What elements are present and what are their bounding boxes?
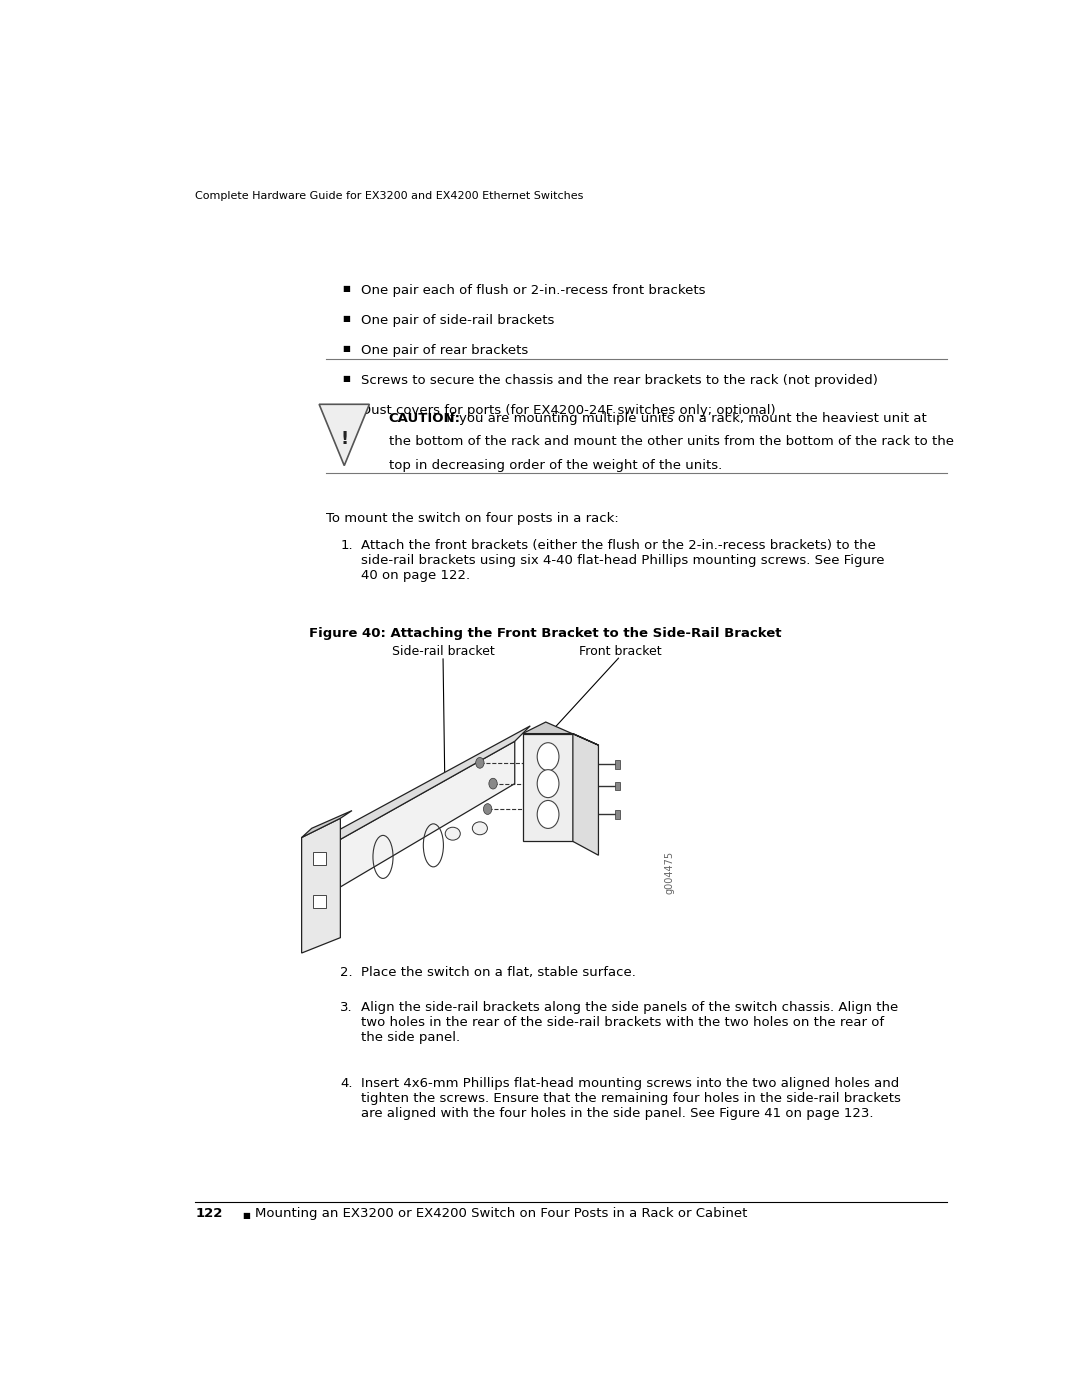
Text: ■: ■ <box>342 344 350 353</box>
FancyArrowPatch shape <box>443 659 447 791</box>
Text: CAUTION:: CAUTION: <box>389 412 460 425</box>
Circle shape <box>475 757 484 768</box>
Text: Insert 4x6-mm Phillips flat-head mounting screws into the two aligned holes and
: Insert 4x6-mm Phillips flat-head mountin… <box>361 1077 901 1119</box>
Text: Front bracket: Front bracket <box>579 645 662 658</box>
Circle shape <box>489 778 497 789</box>
Text: One pair each of flush or 2-in.-recess front brackets: One pair each of flush or 2-in.-recess f… <box>361 284 705 296</box>
Text: Dust covers for ports (for EX4200-24F switches only; optional): Dust covers for ports (for EX4200-24F sw… <box>361 404 775 418</box>
Text: Mounting an EX3200 or EX4200 Switch on Four Posts in a Rack or Cabinet: Mounting an EX3200 or EX4200 Switch on F… <box>255 1207 747 1220</box>
Polygon shape <box>301 819 340 953</box>
Bar <box>313 852 326 865</box>
Text: Complete Hardware Guide for EX3200 and EX4200 Ethernet Switches: Complete Hardware Guide for EX3200 and E… <box>195 191 583 201</box>
Bar <box>616 760 620 768</box>
Text: ■: ■ <box>342 314 350 323</box>
Text: ■: ■ <box>342 404 350 414</box>
Text: Attach the front brackets (either the flush or the 2-in.-recess brackets) to the: Attach the front brackets (either the fl… <box>361 539 885 581</box>
Text: Place the switch on a flat, stable surface.: Place the switch on a flat, stable surfa… <box>361 965 636 979</box>
Text: To mount the switch on four posts in a rack:: To mount the switch on four posts in a r… <box>326 511 619 525</box>
Text: ■: ■ <box>342 284 350 293</box>
Polygon shape <box>572 733 598 855</box>
Circle shape <box>537 743 559 771</box>
Circle shape <box>537 770 559 798</box>
Text: ■: ■ <box>342 374 350 383</box>
Text: ■: ■ <box>242 1211 249 1220</box>
Text: 122: 122 <box>195 1207 222 1220</box>
Circle shape <box>537 800 559 828</box>
Text: 4.: 4. <box>340 1077 352 1090</box>
Text: !: ! <box>340 430 349 448</box>
Text: If you are mounting multiple units on a rack, mount the heaviest unit at: If you are mounting multiple units on a … <box>442 412 927 425</box>
Polygon shape <box>309 726 530 856</box>
Ellipse shape <box>472 821 487 835</box>
Bar <box>616 782 620 791</box>
Text: One pair of side-rail brackets: One pair of side-rail brackets <box>361 314 554 327</box>
Polygon shape <box>523 722 598 745</box>
Polygon shape <box>320 404 369 465</box>
Polygon shape <box>309 742 515 905</box>
Ellipse shape <box>445 827 460 840</box>
Text: 2.: 2. <box>340 965 353 979</box>
Bar <box>616 810 620 819</box>
Text: One pair of rear brackets: One pair of rear brackets <box>361 344 528 358</box>
Text: the bottom of the rack and mount the other units from the bottom of the rack to : the bottom of the rack and mount the oth… <box>389 436 954 448</box>
Circle shape <box>484 803 491 814</box>
FancyArrowPatch shape <box>549 658 619 735</box>
Text: Align the side-rail brackets along the side panels of the switch chassis. Align : Align the side-rail brackets along the s… <box>361 1002 899 1045</box>
Text: g004475: g004475 <box>664 851 674 894</box>
Text: top in decreasing order of the weight of the units.: top in decreasing order of the weight of… <box>389 460 721 472</box>
Bar <box>313 895 326 908</box>
Text: Figure 40: Attaching the Front Bracket to the Side-Rail Bracket: Figure 40: Attaching the Front Bracket t… <box>309 627 782 640</box>
Text: Side-rail bracket: Side-rail bracket <box>392 645 495 658</box>
Polygon shape <box>523 733 572 841</box>
Text: 1.: 1. <box>340 539 353 552</box>
Text: 3.: 3. <box>340 1002 353 1014</box>
Polygon shape <box>301 810 352 838</box>
Polygon shape <box>309 838 325 922</box>
Text: Screws to secure the chassis and the rear brackets to the rack (not provided): Screws to secure the chassis and the rea… <box>361 374 878 387</box>
